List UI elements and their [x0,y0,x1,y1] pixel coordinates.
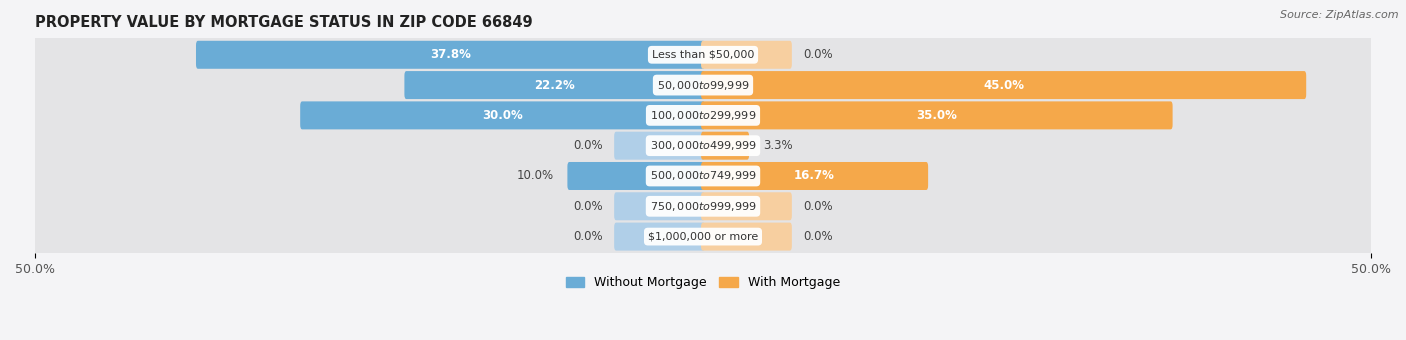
Text: $300,000 to $499,999: $300,000 to $499,999 [650,139,756,152]
Text: $50,000 to $99,999: $50,000 to $99,999 [657,79,749,91]
Text: 35.0%: 35.0% [917,109,957,122]
FancyBboxPatch shape [702,132,749,160]
FancyBboxPatch shape [702,223,792,251]
Text: 0.0%: 0.0% [574,139,603,152]
Text: $1,000,000 or more: $1,000,000 or more [648,232,758,242]
FancyBboxPatch shape [32,159,1374,193]
FancyBboxPatch shape [702,71,1306,99]
Text: 0.0%: 0.0% [803,200,832,213]
Text: 0.0%: 0.0% [574,200,603,213]
FancyBboxPatch shape [301,101,704,130]
FancyBboxPatch shape [405,71,704,99]
Text: PROPERTY VALUE BY MORTGAGE STATUS IN ZIP CODE 66849: PROPERTY VALUE BY MORTGAGE STATUS IN ZIP… [35,15,533,30]
Text: 45.0%: 45.0% [983,79,1024,91]
Text: Less than $50,000: Less than $50,000 [652,50,754,60]
FancyBboxPatch shape [32,129,1374,163]
Text: 10.0%: 10.0% [516,169,554,183]
FancyBboxPatch shape [32,219,1374,254]
FancyBboxPatch shape [702,101,1173,130]
Text: 0.0%: 0.0% [803,230,832,243]
FancyBboxPatch shape [32,189,1374,224]
Legend: Without Mortgage, With Mortgage: Without Mortgage, With Mortgage [561,271,845,294]
Text: 0.0%: 0.0% [803,48,832,61]
FancyBboxPatch shape [702,41,792,69]
FancyBboxPatch shape [614,132,704,160]
FancyBboxPatch shape [614,223,704,251]
FancyBboxPatch shape [702,192,792,220]
FancyBboxPatch shape [195,41,704,69]
Text: 22.2%: 22.2% [534,79,575,91]
Text: 3.3%: 3.3% [763,139,793,152]
FancyBboxPatch shape [32,98,1374,133]
FancyBboxPatch shape [32,68,1374,102]
FancyBboxPatch shape [702,162,928,190]
FancyBboxPatch shape [614,192,704,220]
Text: 37.8%: 37.8% [430,48,471,61]
Text: 16.7%: 16.7% [794,169,835,183]
Text: 30.0%: 30.0% [482,109,523,122]
Text: $500,000 to $749,999: $500,000 to $749,999 [650,169,756,183]
Text: 0.0%: 0.0% [574,230,603,243]
FancyBboxPatch shape [32,37,1374,72]
Text: Source: ZipAtlas.com: Source: ZipAtlas.com [1281,10,1399,20]
Text: $100,000 to $299,999: $100,000 to $299,999 [650,109,756,122]
Text: $750,000 to $999,999: $750,000 to $999,999 [650,200,756,213]
FancyBboxPatch shape [568,162,704,190]
